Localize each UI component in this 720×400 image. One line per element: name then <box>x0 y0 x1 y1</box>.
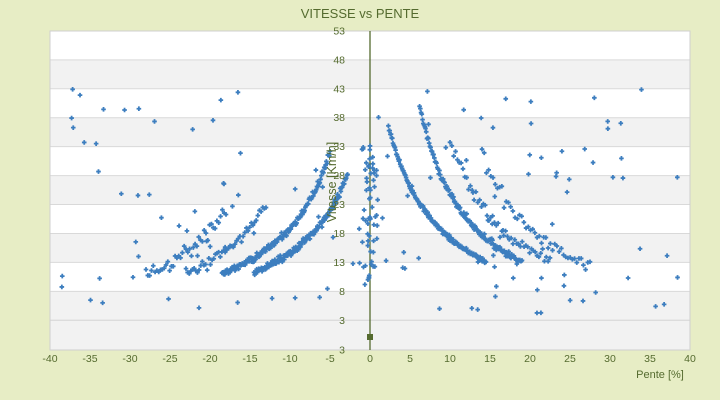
svg-text:38: 38 <box>333 112 345 124</box>
svg-text:35: 35 <box>644 353 656 365</box>
svg-text:10: 10 <box>444 353 456 365</box>
svg-text:3: 3 <box>339 315 345 327</box>
svg-text:43: 43 <box>333 83 345 95</box>
svg-text:8: 8 <box>339 286 345 298</box>
svg-text:20: 20 <box>524 353 536 365</box>
svg-text:5: 5 <box>407 353 413 365</box>
svg-text:25: 25 <box>564 353 576 365</box>
svg-text:0: 0 <box>367 353 373 365</box>
svg-text:40: 40 <box>684 353 696 365</box>
svg-text:18: 18 <box>333 228 345 240</box>
svg-text:-10: -10 <box>282 353 297 365</box>
svg-text:Pente [%]: Pente [%] <box>636 369 684 381</box>
svg-text:-20: -20 <box>202 353 217 365</box>
svg-text:Vitesse [Km/h]: Vitesse [Km/h] <box>325 142 339 222</box>
svg-text:-35: -35 <box>82 353 97 365</box>
svg-text:-40: -40 <box>42 353 57 365</box>
svg-text:-25: -25 <box>162 353 177 365</box>
svg-text:3: 3 <box>339 345 345 357</box>
svg-text:-30: -30 <box>122 353 137 365</box>
svg-text:30: 30 <box>604 353 616 365</box>
svg-text:-5: -5 <box>325 353 334 365</box>
svg-text:48: 48 <box>333 54 345 66</box>
svg-text:53: 53 <box>333 25 345 37</box>
svg-text:-15: -15 <box>242 353 257 365</box>
svg-text:13: 13 <box>333 257 345 269</box>
svg-text:15: 15 <box>484 353 496 365</box>
